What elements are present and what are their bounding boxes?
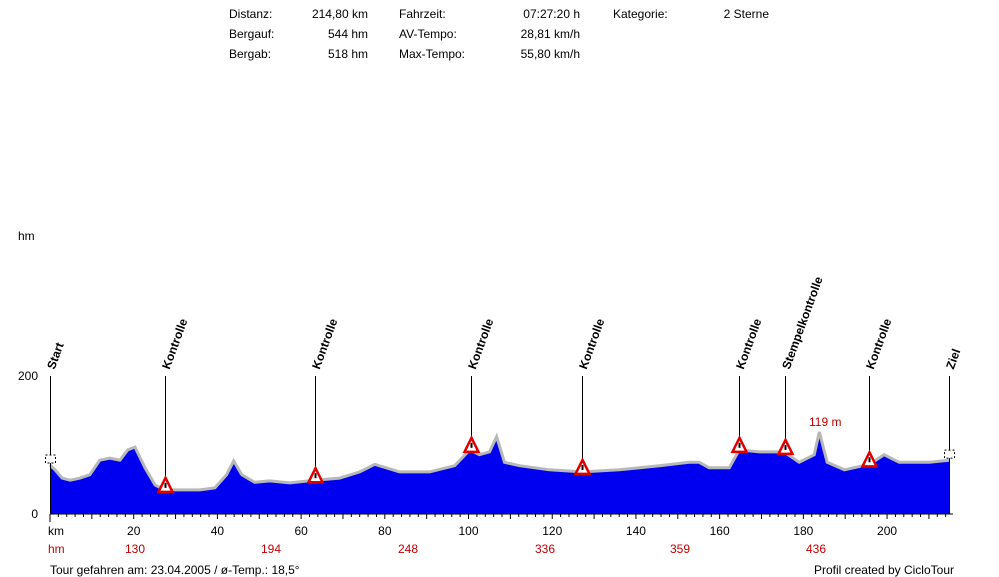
x-tick-label: 140 bbox=[626, 524, 646, 538]
hm-value: 248 bbox=[398, 542, 419, 556]
marker-label: Kontrolle bbox=[465, 316, 496, 371]
profile-line bbox=[48, 431, 950, 492]
fahrzeit-label: Fahrzeit: bbox=[399, 7, 446, 21]
marker-label: Kontrolle bbox=[576, 316, 607, 371]
av-tempo-label: AV-Tempo: bbox=[399, 27, 457, 41]
max-tempo-label: Max-Tempo: bbox=[399, 47, 466, 61]
marker-label: Kontrolle bbox=[733, 316, 764, 371]
marker-label: Kontrolle bbox=[309, 316, 340, 371]
marker-label: Kontrolle bbox=[159, 316, 190, 371]
bergab-value: 518 hm bbox=[327, 47, 368, 61]
fahrzeit-value: 07:27:20 h bbox=[523, 7, 580, 21]
x-tick-label: 160 bbox=[710, 524, 730, 538]
y-axis-label: hm bbox=[18, 229, 35, 243]
hm-value: 336 bbox=[535, 542, 556, 556]
x-tick-label: 60 bbox=[294, 524, 308, 538]
tour-info: Tour gefahren am: 23.04.2005 / ø-Temp.: … bbox=[50, 563, 300, 577]
hm-value: 359 bbox=[670, 542, 691, 556]
x-axis-label: km bbox=[48, 524, 64, 538]
distanz-label: Distanz: bbox=[229, 7, 273, 21]
hm-value: 130 bbox=[125, 542, 146, 556]
distanz-value: 214,80 km bbox=[311, 7, 368, 21]
max-tempo-value: 55,80 km/h bbox=[520, 47, 580, 61]
hm-value: 194 bbox=[261, 542, 282, 556]
bergab-label: Bergab: bbox=[229, 47, 272, 61]
x-tick-label: 200 bbox=[877, 524, 897, 538]
checkered-flag-icon bbox=[45, 454, 56, 464]
y-tick-label: 200 bbox=[18, 369, 38, 383]
marker-label: Ziel bbox=[943, 347, 963, 371]
x-tick-label: 80 bbox=[378, 524, 392, 538]
checkered-flag-icon bbox=[944, 449, 955, 459]
x-tick-label: 180 bbox=[793, 524, 813, 538]
hm-value: 436 bbox=[806, 542, 827, 556]
av-tempo-value: 28,81 km/h bbox=[520, 27, 580, 41]
x-tick-label: 100 bbox=[459, 524, 479, 538]
marker-label: Kontrolle bbox=[863, 316, 894, 371]
x-tick-label: 40 bbox=[211, 524, 225, 538]
kategorie-label: Kategorie: bbox=[613, 7, 668, 21]
credit: Profil created by CicloTour bbox=[813, 563, 954, 577]
kategorie-value: 2 Sterne bbox=[723, 7, 769, 21]
x-tick-label: 20 bbox=[127, 524, 141, 538]
marker-label: Stempelkontrolle bbox=[779, 274, 826, 371]
profile-area bbox=[50, 431, 949, 514]
y-tick-label: 0 bbox=[31, 507, 38, 521]
bergauf-label: Bergauf: bbox=[229, 27, 275, 41]
max-elevation-annotation: 119 m bbox=[809, 415, 841, 429]
bergauf-value: 544 hm bbox=[327, 27, 368, 41]
x-tick-label: 120 bbox=[542, 524, 562, 538]
marker-label: Start bbox=[44, 341, 67, 371]
hm-row-label: hm bbox=[48, 542, 65, 556]
